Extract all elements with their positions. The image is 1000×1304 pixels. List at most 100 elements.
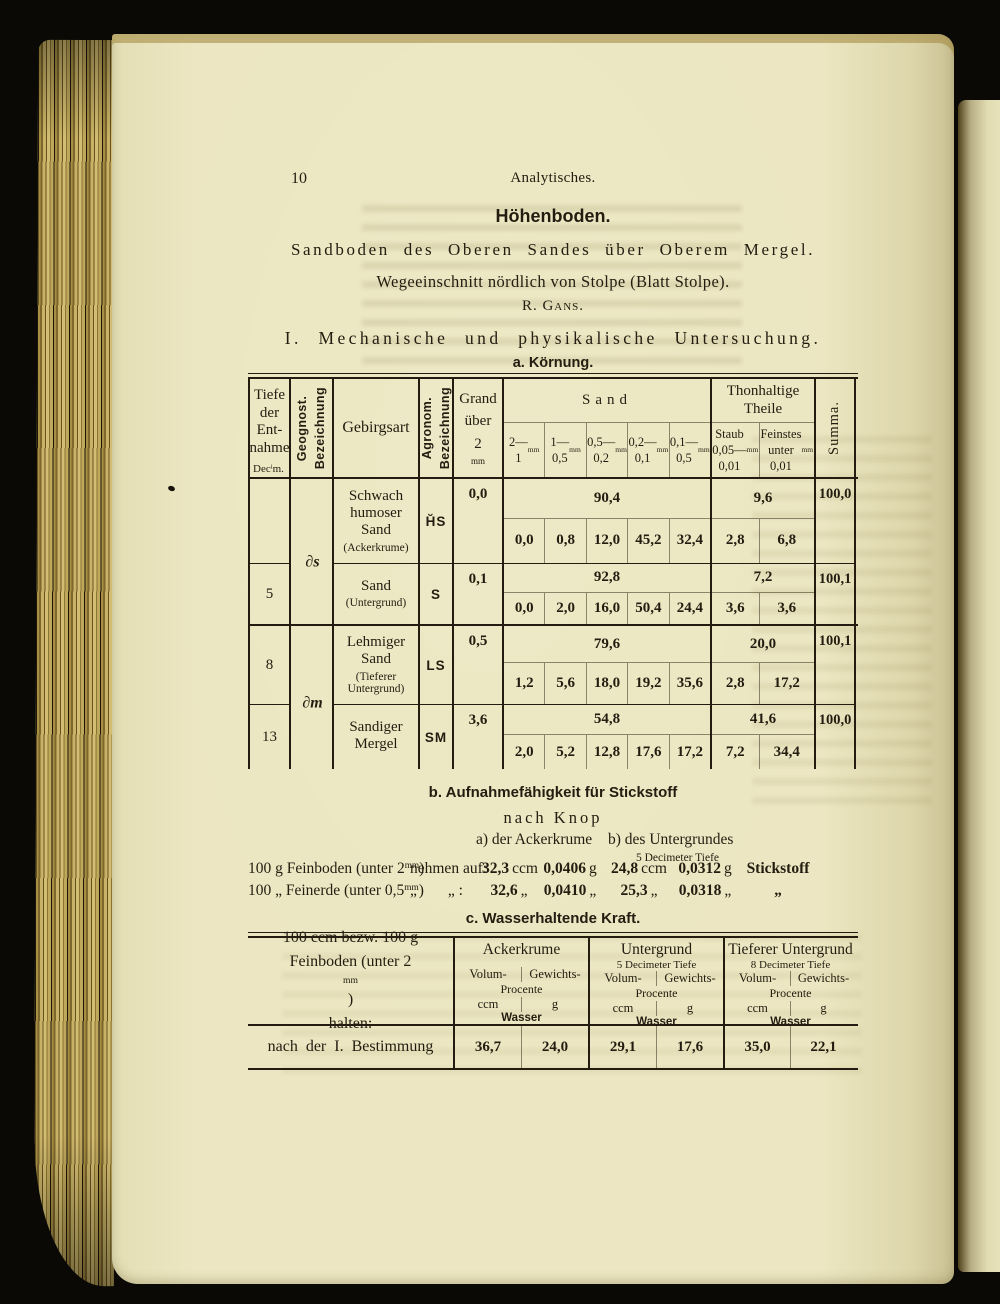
col-header-summa: Summa. xyxy=(816,379,856,477)
cell-summa: 100,1 xyxy=(816,626,856,704)
cell-geognost-spacer xyxy=(291,563,334,624)
page-number: 10 xyxy=(291,170,307,187)
value-a-ccm: 32,3 ccm xyxy=(482,860,538,877)
col-header-sand-group: Sand 2— 1 mm 1— 0,5 mm 0,5— 0,2 mm 0,2— 0,1 mm 0… xyxy=(504,379,712,477)
cell-agronom: SM xyxy=(420,704,454,769)
col-header-geognost: Geognost. Bezeichnung xyxy=(291,379,334,477)
head-untergrund: b) des Untergrundes xyxy=(608,831,734,848)
value-a-ccm: 32,6 „ xyxy=(490,882,528,899)
group-tieferer-untergrund: Tieferer Untergrund 8 Decimeter Tiefe Vo… xyxy=(723,938,856,1028)
values-untergrund: 29,1 17,6 xyxy=(588,1026,723,1068)
stickstoff-line: 100 g Feinboden (unter 2mm) nehmen auf: … xyxy=(248,860,858,882)
running-title: Analytisches. xyxy=(510,170,596,186)
row-pair-1: ∂s Schwach humoser Sand (Ackerkrume) H̆S 0… xyxy=(248,479,858,624)
section-a-title: a. Körnung. xyxy=(512,355,594,371)
cell-gebirgsart: Sandiger Mergel xyxy=(334,704,420,769)
location-line: Wegeeinschnitt nördlich von Stolpe (Blat… xyxy=(376,272,730,291)
cell-tiefe: 8 xyxy=(248,626,291,704)
wasser-table-row: nach der I. Bestimmung 36,7 24,0 29,1 17… xyxy=(248,1026,858,1068)
geognost-symbol: ∂s xyxy=(305,553,320,571)
thon-subcol-feinstes: Feinstes unter 0,01 mm xyxy=(758,423,814,477)
cell-sand-group: 90,4 0,0 0,8 12,0 45,2 32,4 xyxy=(504,479,712,563)
cell-thon-group: 7,2 3,6 3,6 xyxy=(712,563,816,624)
wasser-stub: 100 ccm bezw. 100 g Feinboden (unter 2 mm)… xyxy=(282,928,419,1033)
page-edge-stack xyxy=(33,39,119,1287)
sand-subcolumns: 2— 1 mm 1— 0,5 mm 0,5— 0,2 mm 0,2— 0,1 mm 0,1— 0,… xyxy=(504,423,710,477)
cell-summa: 100,1 xyxy=(816,563,856,624)
stickstoff-line: 100 „ Feinerde (unter 0,5mm) „ „ : 32,6 „… xyxy=(248,882,858,904)
tiefe-unit: Decim. xyxy=(253,462,284,475)
sand-subcol: 1— 0,5 mm xyxy=(544,423,585,477)
thon-subcol-staub: Staub 0,05— 0,01 mm xyxy=(712,426,759,474)
book-page: 10 Analytisches. Höhenboden. Sandboden d… xyxy=(112,34,954,1284)
table-row: 8 Lehmiger Sand (Tieferer Untergrund) LS 0… xyxy=(248,626,858,704)
group-ackerkrume: Ackerkrume Volum- Gewichts- Procente ccm g… xyxy=(453,938,588,1024)
values-tieferer-untergrund: 35,0 22,1 xyxy=(723,1026,856,1068)
section-c-title: c. Wasserhaltende Kraft. xyxy=(465,910,641,927)
sand-subcol: 0,5— 0,2 mm xyxy=(585,423,627,477)
cell-grand: 0,1 xyxy=(454,563,504,624)
thon-group-title: Thonhaltige Theile xyxy=(712,379,814,423)
section-1-title: I. Mechanische und physikalische Untersu… xyxy=(284,328,822,348)
cell-thon-group: 20,0 2,8 17,2 xyxy=(712,626,816,704)
cell-geognost-spacer xyxy=(291,626,334,704)
sand-subcol: 0,1— 0,5 mm xyxy=(668,423,710,477)
col-header-agronom: Agronom. Bezeichnung xyxy=(420,379,454,477)
cell-geognost-spacer xyxy=(291,479,334,563)
section-b-lines: 100 g Feinboden (unter 2mm) nehmen auf: … xyxy=(248,860,858,904)
cell-sand-group: 92,8 0,0 2,0 16,0 50,4 24,4 xyxy=(504,563,712,624)
table-row: 5 Sand (Untergrund) S 0,1 92,8 0,0 xyxy=(248,563,858,624)
value-b-ccm: 25,3 „ xyxy=(620,882,658,899)
group-untergrund: Untergrund 5 Decimeter Tiefe Volum- Gewic… xyxy=(588,938,723,1028)
value-b-g: 0,0318 „ xyxy=(678,882,732,899)
kornung-table: Tiefe der Ent-nahme Decim. Geognost. Bezeic… xyxy=(248,373,858,769)
line-suffix: Stickstoff xyxy=(746,860,810,877)
cell-tiefe: 13 xyxy=(248,704,291,769)
cell-summa: 100,0 xyxy=(816,704,856,769)
geognost-symbol: ∂m xyxy=(302,694,323,712)
sand-subcol: 0,2— 0,1 mm xyxy=(627,423,668,477)
cell-gebirgsart: Schwach humoser Sand (Ackerkrume) xyxy=(334,479,420,563)
cell-agronom: H̆S xyxy=(420,479,454,563)
cell-gebirgsart: Sand (Untergrund) xyxy=(334,563,420,624)
line-verb: „ „ : xyxy=(410,882,463,899)
head-ackerkrume: a) der Ackerkrume xyxy=(476,831,593,848)
cell-tiefe xyxy=(248,479,291,563)
cell-grand: 0,0 xyxy=(454,479,504,563)
table-row: 13 Sandiger Mergel SM 3,6 54,8 2,0 xyxy=(248,704,858,769)
tiefe-label: Tiefe der Ent-nahme xyxy=(249,387,290,457)
thon-subcolumns: Staub 0,05— 0,01 mm Feinstes unter 0,01 mm xyxy=(712,423,814,477)
facing-page-sliver xyxy=(958,100,1000,1272)
sand-group-title: Sand xyxy=(504,379,710,423)
sand-subcol: 2— 1 mm xyxy=(508,434,540,465)
ink-speck xyxy=(167,484,176,493)
cell-thon-group: 9,6 2,8 6,8 xyxy=(712,479,816,563)
table-row: Schwach humoser Sand (Ackerkrume) H̆S 0,0 … xyxy=(248,479,858,563)
head-untergrund-depth: 5 Decimeter Tiefe xyxy=(636,852,720,864)
cell-agronom: LS xyxy=(420,626,454,704)
section-b-column-heads: a) der Ackerkrume b) des Untergrundes 5 … xyxy=(248,831,858,871)
cell-geognost-spacer xyxy=(291,704,334,769)
cell-thon-group: 41,6 7,2 34,4 xyxy=(712,704,816,769)
cell-agronom: S xyxy=(420,563,454,624)
value-a-g: 0,0406 g xyxy=(543,860,597,877)
page-title: Höhenboden. xyxy=(495,206,611,226)
cell-summa: 100,0 xyxy=(816,479,856,563)
values-ackerkrume: 36,7 24,0 xyxy=(453,1026,588,1068)
line-label: 100 „ Feinerde (unter 0,5mm) xyxy=(248,882,424,899)
value-b-ccm: 24,8 ccm xyxy=(611,860,667,877)
value-a-g: 0,0410 „ xyxy=(543,882,597,899)
col-header-tiefe: Tiefe der Ent-nahme Decim. xyxy=(248,379,291,477)
page-header: 10 Analytisches. xyxy=(248,170,858,192)
cell-sand-group: 54,8 2,0 5,2 12,8 17,6 17,2 xyxy=(504,704,712,769)
row-pair-2: ∂m 8 Lehmiger Sand (Tieferer Untergrund) L… xyxy=(248,624,858,769)
cell-grand: 3,6 xyxy=(454,704,504,769)
col-header-thon-group: Thonhaltige Theile Staub 0,05— 0,01 mm Feins… xyxy=(712,379,816,477)
line-suffix: „ xyxy=(774,882,782,899)
wasser-table: 100 ccm bezw. 100 g Feinboden (unter 2 mm)… xyxy=(248,928,858,1070)
section-b-title: b. Aufnahmefähigkeit für Stickstoff xyxy=(428,784,678,801)
line-verb: nehmen auf: xyxy=(410,860,488,877)
cell-gebirgsart: Lehmiger Sand (Tieferer Untergrund) xyxy=(334,626,420,704)
wasser-table-header: 100 ccm bezw. 100 g Feinboden (unter 2 mm)… xyxy=(248,928,858,1033)
